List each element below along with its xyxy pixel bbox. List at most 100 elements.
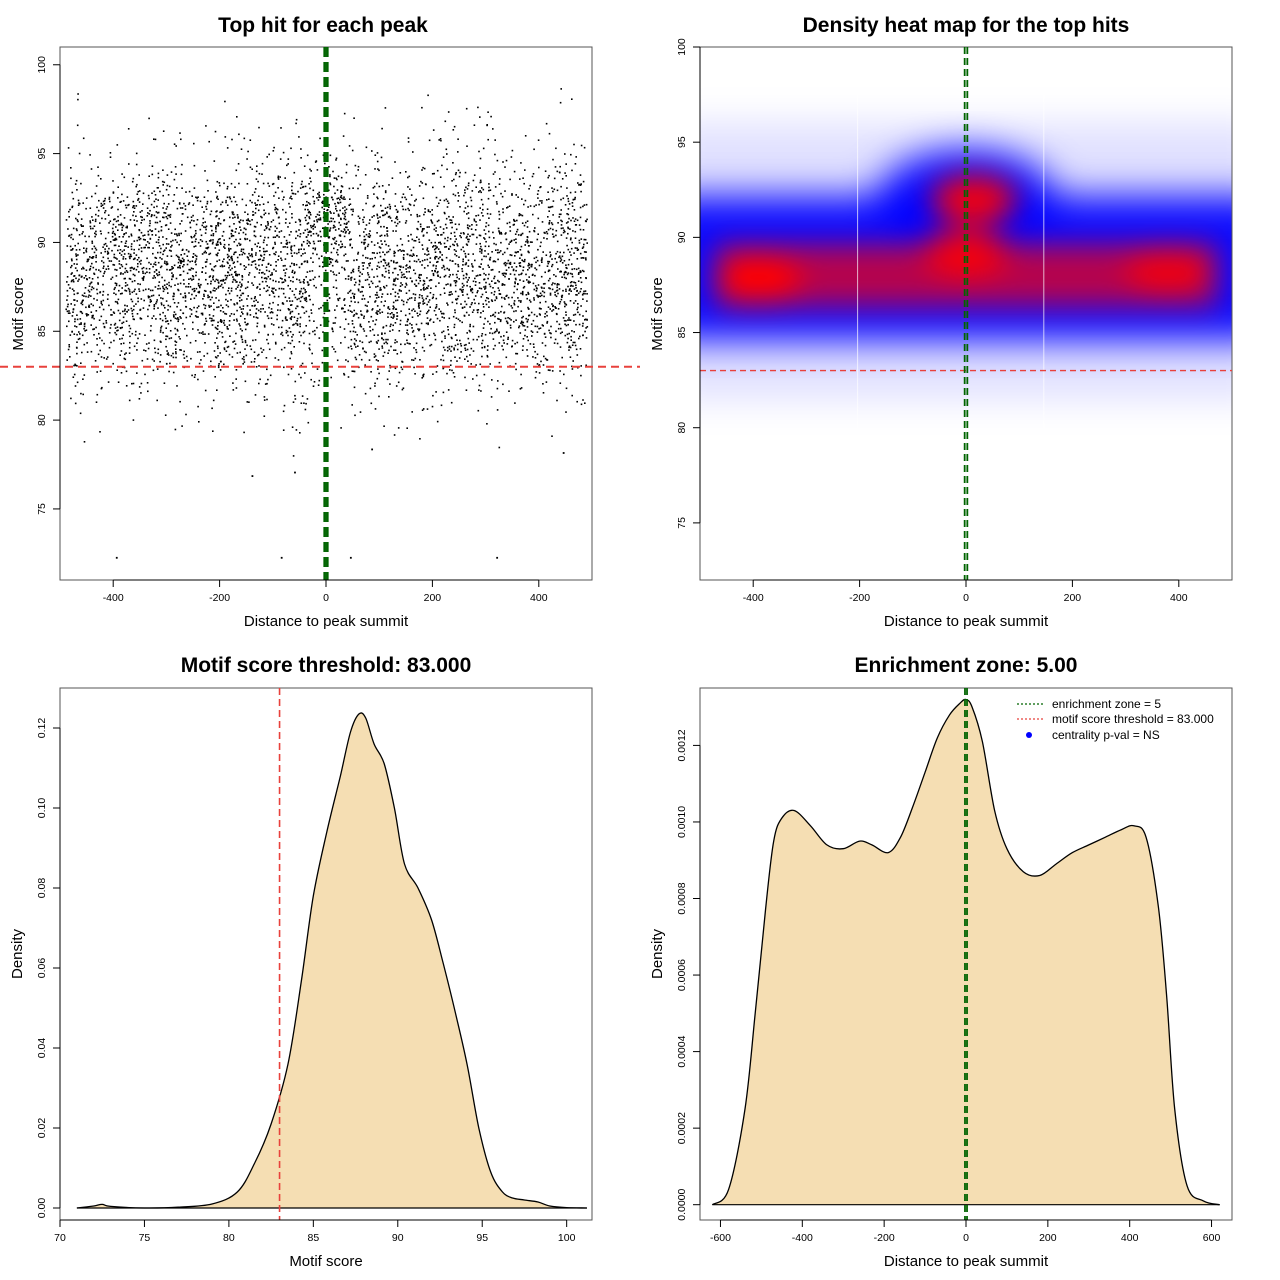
scatter-point [163, 249, 166, 251]
scatter-point [335, 159, 337, 161]
scatter-point [567, 337, 569, 340]
scatter-point [178, 336, 180, 338]
scatter-point [132, 318, 135, 320]
scatter-point [384, 190, 387, 192]
scatter-point [118, 236, 121, 238]
scatter-point [377, 261, 380, 264]
scatter-point [66, 281, 68, 283]
scatter-point [429, 318, 432, 321]
scatter-point [119, 293, 122, 295]
scatter-point [298, 266, 301, 269]
scatter-point [471, 233, 474, 236]
scatter-point [555, 275, 557, 278]
scatter-point [517, 297, 519, 299]
scatter-point [162, 184, 164, 186]
scatter-point [427, 322, 429, 324]
scatter-point [124, 277, 126, 280]
scatter-point [488, 186, 490, 189]
scatter-point [445, 198, 448, 201]
scatter-point [363, 315, 365, 318]
scatter-point [576, 258, 579, 260]
scatter-point [167, 194, 170, 196]
scatter-point [533, 257, 536, 260]
scatter-point [339, 201, 342, 204]
scatter-point [487, 253, 490, 255]
scatter-point [516, 228, 519, 231]
scatter-point [582, 246, 585, 248]
scatter-point [225, 293, 227, 296]
scatter-point [133, 211, 135, 213]
scatter-point [191, 374, 193, 377]
scatter-point [125, 263, 128, 266]
scatter-point [392, 317, 394, 319]
scatter-point [392, 288, 394, 290]
scatter-point [412, 253, 415, 255]
scatter-point [267, 201, 269, 204]
scatter-point [564, 270, 567, 273]
scatter-point [526, 326, 529, 328]
scatter-point [300, 296, 302, 299]
scatter-point [530, 323, 533, 325]
scatter-point [433, 228, 436, 231]
scatter-point [419, 313, 421, 316]
scatter-point [251, 254, 253, 256]
scatter-point [296, 298, 298, 301]
scatter-point [330, 220, 333, 223]
scatter-point [201, 267, 204, 269]
scatter-point [258, 365, 260, 367]
scatter-point [244, 348, 246, 350]
scatter-point [142, 279, 145, 281]
scatter-point [328, 310, 331, 312]
scatter-point [178, 256, 180, 259]
scatter-point [114, 327, 117, 329]
scatter-point [294, 380, 297, 383]
scatter-point [312, 195, 314, 198]
scatter-point [278, 236, 280, 238]
scatter-point [297, 234, 299, 237]
scatter-point [178, 232, 180, 235]
scatter-point [268, 306, 270, 309]
scatter-point [291, 189, 293, 192]
scatter-point [301, 180, 303, 183]
scatter-point [73, 333, 76, 335]
scatter-point [510, 156, 513, 158]
scatter-point [121, 287, 123, 289]
scatter-point [300, 376, 302, 379]
scatter-point [86, 314, 88, 317]
scatter-point [205, 290, 207, 292]
scatter-point [310, 312, 313, 314]
scatter-point [470, 199, 473, 202]
scatter-point [136, 349, 138, 351]
scatter-point [164, 260, 166, 263]
scatter-point [559, 251, 561, 254]
scatter-point [289, 312, 292, 315]
scatter-point [235, 228, 237, 230]
scatter-point [318, 257, 320, 260]
scatter-point [206, 352, 209, 355]
scatter-point [394, 193, 397, 195]
scatter-point [580, 374, 582, 377]
scatter-point [445, 148, 448, 151]
scatter-point [453, 326, 456, 329]
scatter-point [421, 182, 424, 184]
scatter-point [482, 147, 485, 150]
scatter-point [323, 312, 326, 315]
scatter-point [287, 334, 289, 337]
scatter-point [176, 385, 178, 387]
scatter-point [313, 320, 315, 322]
scatter-point [216, 328, 219, 330]
scatter-point [179, 349, 181, 351]
scatter-point [248, 272, 251, 274]
scatter-point [270, 317, 273, 319]
scatter-point [253, 297, 256, 300]
scatter-point [515, 238, 517, 240]
scatter-point [112, 192, 115, 194]
scatter-point [480, 287, 483, 290]
scatter-point [427, 253, 430, 256]
scatter-point [543, 287, 545, 289]
scatter-point [378, 169, 380, 172]
scatter-point [182, 296, 184, 299]
scatter-point [217, 355, 219, 357]
scatter-point [263, 324, 266, 327]
scatter-point [395, 262, 397, 264]
